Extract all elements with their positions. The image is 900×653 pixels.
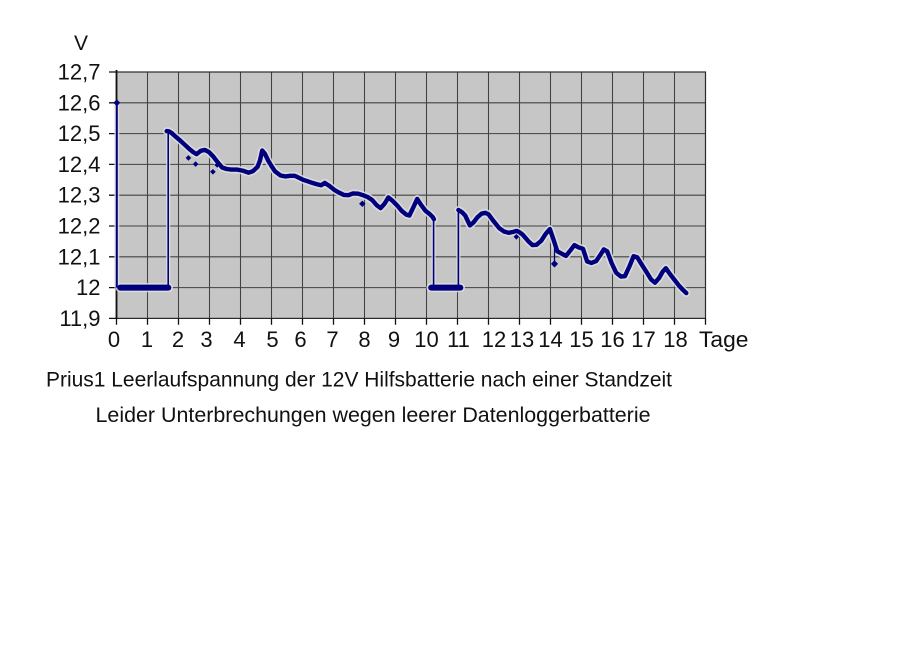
svg-text:5: 5 [266, 327, 278, 352]
svg-text:9: 9 [388, 327, 400, 352]
svg-text:18: 18 [663, 327, 687, 352]
svg-text:12,1: 12,1 [58, 244, 101, 269]
svg-text:1: 1 [141, 327, 153, 352]
svg-text:15: 15 [569, 327, 593, 352]
svg-text:12,6: 12,6 [58, 90, 101, 115]
svg-text:10: 10 [414, 327, 438, 352]
svg-text:Prius1 Leerlaufspannung der 12: Prius1 Leerlaufspannung der 12V Hilfsbat… [46, 369, 672, 392]
svg-text:7: 7 [326, 327, 338, 352]
svg-text:13: 13 [510, 327, 534, 352]
svg-text:6: 6 [294, 327, 306, 352]
svg-text:3: 3 [200, 327, 212, 352]
svg-text:16: 16 [600, 327, 624, 352]
svg-text:17: 17 [631, 327, 655, 352]
svg-text:14: 14 [538, 327, 562, 352]
svg-text:11,9: 11,9 [59, 306, 100, 331]
svg-text:2: 2 [172, 327, 184, 352]
svg-text:12,3: 12,3 [58, 183, 101, 208]
svg-text:V: V [74, 32, 88, 55]
svg-text:11: 11 [447, 327, 470, 352]
svg-text:Leider Unterbrechungen wegen l: Leider Unterbrechungen wegen leerer Date… [96, 404, 651, 427]
svg-text:12: 12 [76, 275, 100, 300]
svg-text:12,2: 12,2 [58, 214, 101, 239]
svg-text:0: 0 [108, 327, 120, 352]
svg-text:12,7: 12,7 [58, 60, 101, 85]
svg-text:12,4: 12,4 [58, 152, 101, 177]
svg-text:12: 12 [482, 327, 506, 352]
svg-text:4: 4 [233, 327, 245, 352]
svg-text:12,5: 12,5 [58, 121, 101, 146]
svg-text:Tage: Tage [699, 327, 749, 352]
svg-text:8: 8 [358, 327, 370, 352]
